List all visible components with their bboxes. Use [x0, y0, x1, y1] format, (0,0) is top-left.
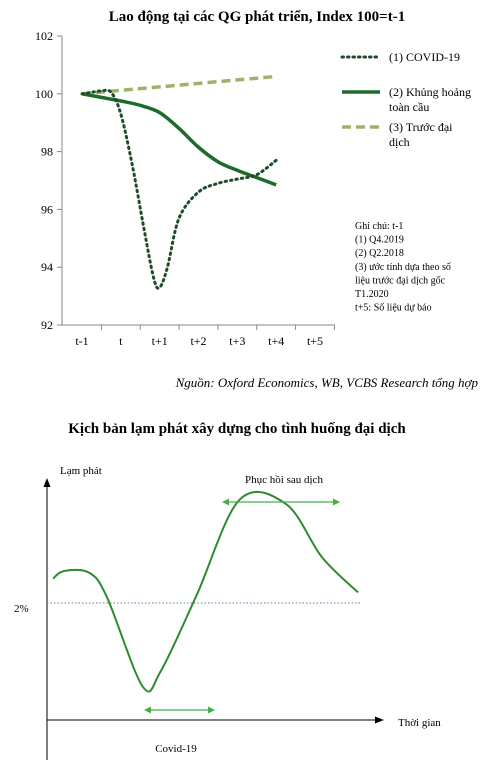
covid-label: Covid-19 [155, 743, 197, 755]
chart2-inflation-curve [52, 490, 359, 693]
chart1-notes: Ghi chú: t-1 (1) Q4.2019 (2) Q2.2018 (3) ướ… [355, 221, 451, 314]
chart1-y-tick-label: 100 [35, 87, 53, 101]
chart2-title: Kịch bản lạm phát xây dựng cho tình huốn… [68, 421, 406, 437]
legend-label-precovid: (3) Trước đại dịch [389, 120, 456, 149]
chart1-y-ticks: 92 94 96 98 100 102 [35, 29, 62, 332]
chart1-series-line-2 [81, 92, 277, 187]
recovery-arrow-left [222, 498, 229, 506]
legend-label-covid: (1) COVID-19 [389, 50, 460, 64]
chart2-y-axis-arrow [43, 478, 51, 487]
chart1-legend: (1) COVID-19 (2) Khủng hoảng toàn cầu (3… [340, 50, 474, 149]
chart1-note-line: liệu trước đại dịch gốc [355, 275, 446, 286]
chart1-note-line: (2) Q2.2018 [355, 248, 404, 259]
recovery-arrow-right [333, 498, 340, 506]
legend-label-crisis: (2) Khủng hoảng toàn cầu [389, 85, 474, 114]
chart1-x-tick-label: t [119, 334, 123, 348]
chart1-series-line-1 [80, 88, 278, 290]
chart1-note-line: (1) Q4.2019 [355, 235, 404, 246]
covid-arrow-right [208, 706, 215, 714]
chart1-series-line-3 [81, 74, 277, 96]
chart1-y-tick-label: 102 [35, 29, 53, 43]
chart1-y-tick-label: 92 [41, 318, 53, 332]
chart1-x-tick-label: t-1 [75, 334, 88, 348]
chart1-axes [61, 36, 335, 326]
annotation-recovery: Phục hồi sau dịch [222, 474, 340, 506]
chart1-note-line: Ghi chú: t-1 [355, 221, 403, 232]
chart1-note-line: (3) ước tính dựa theo số [355, 262, 451, 273]
chart1-title: Lao động tại các QG phát triển, Index 10… [109, 9, 405, 25]
chart1-y-tick-label: 94 [41, 260, 53, 274]
chart1-x-tick-label: t+4 [268, 334, 284, 348]
chart1-y-tick-label: 98 [41, 145, 53, 159]
chart1-note-line: T1.2020 [355, 289, 389, 300]
chart1-x-tick-label: t+1 [152, 334, 168, 348]
source-caption: Nguồn: Oxford Economics, WB, VCBS Resear… [175, 375, 479, 390]
covid-arrow-left [144, 706, 151, 714]
chart1-x-tick-label: t+3 [229, 334, 245, 348]
chart2-y-label: Lạm phát [60, 465, 102, 477]
chart1-note-line: t+5: Số liệu dự báo [355, 303, 432, 314]
chart1-series [80, 74, 278, 290]
chart1-x-tick-label: t+5 [307, 334, 323, 348]
chart2-x-label: Thời gian [398, 717, 441, 729]
chart1-x-tick-label: t+2 [190, 334, 206, 348]
annotation-covid: Covid-19 [144, 706, 215, 755]
chart1-y-tick-label: 96 [41, 202, 53, 216]
chart2-x-axis-arrow [375, 716, 384, 724]
chart2-reference-label: 2% [14, 603, 29, 615]
chart1-x-ticks: t-1 t t+1 t+2 t+3 t+4 t+5 [75, 325, 335, 348]
recovery-label: Phục hồi sau dịch [245, 474, 323, 486]
